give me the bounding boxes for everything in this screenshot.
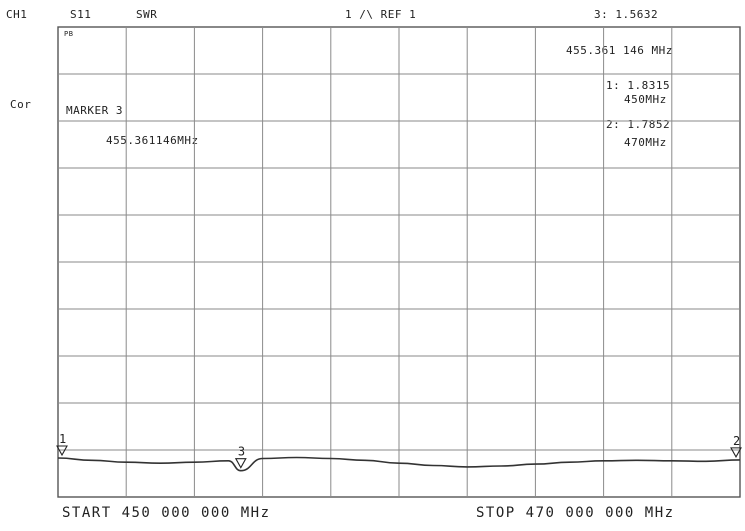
active-marker-readout: 3: 1.5632 bbox=[594, 8, 659, 21]
trace-layer bbox=[57, 456, 741, 472]
marker-box-title: MARKER 3 bbox=[66, 104, 123, 117]
marker-1-value: 1: 1.8315 bbox=[606, 79, 671, 92]
marker-2-frequency: 470MHz bbox=[624, 136, 667, 149]
marker-1-triangle bbox=[56, 445, 68, 457]
marker-box-frequency: 455.361146MHz bbox=[106, 134, 199, 147]
start-frequency: START 450 000 000 MHz bbox=[62, 505, 271, 521]
pb-label: PB bbox=[64, 30, 74, 38]
marker-1-label: 1 bbox=[59, 432, 66, 446]
marker-2-label: 2 bbox=[733, 434, 740, 448]
chart-grid bbox=[57, 26, 741, 498]
stop-frequency: STOP 470 000 000 MHz bbox=[476, 505, 675, 521]
swr-trace bbox=[57, 456, 741, 472]
format-label: SWR bbox=[136, 8, 158, 21]
marker-layer: 1 2 3 bbox=[56, 432, 742, 469]
active-marker-frequency: 455.361 146 MHz bbox=[566, 44, 673, 57]
channel-label: CH1 bbox=[6, 8, 28, 21]
correction-label: Cor bbox=[10, 98, 32, 111]
marker-1-frequency: 450MHz bbox=[624, 93, 667, 106]
marker-3-triangle bbox=[234, 458, 247, 469]
scale-label: 1 /\ REF 1 bbox=[345, 8, 417, 21]
marker-3-label: 3 bbox=[238, 445, 245, 459]
marker-2-triangle bbox=[730, 447, 742, 459]
parameter-label: S11 bbox=[70, 8, 92, 21]
